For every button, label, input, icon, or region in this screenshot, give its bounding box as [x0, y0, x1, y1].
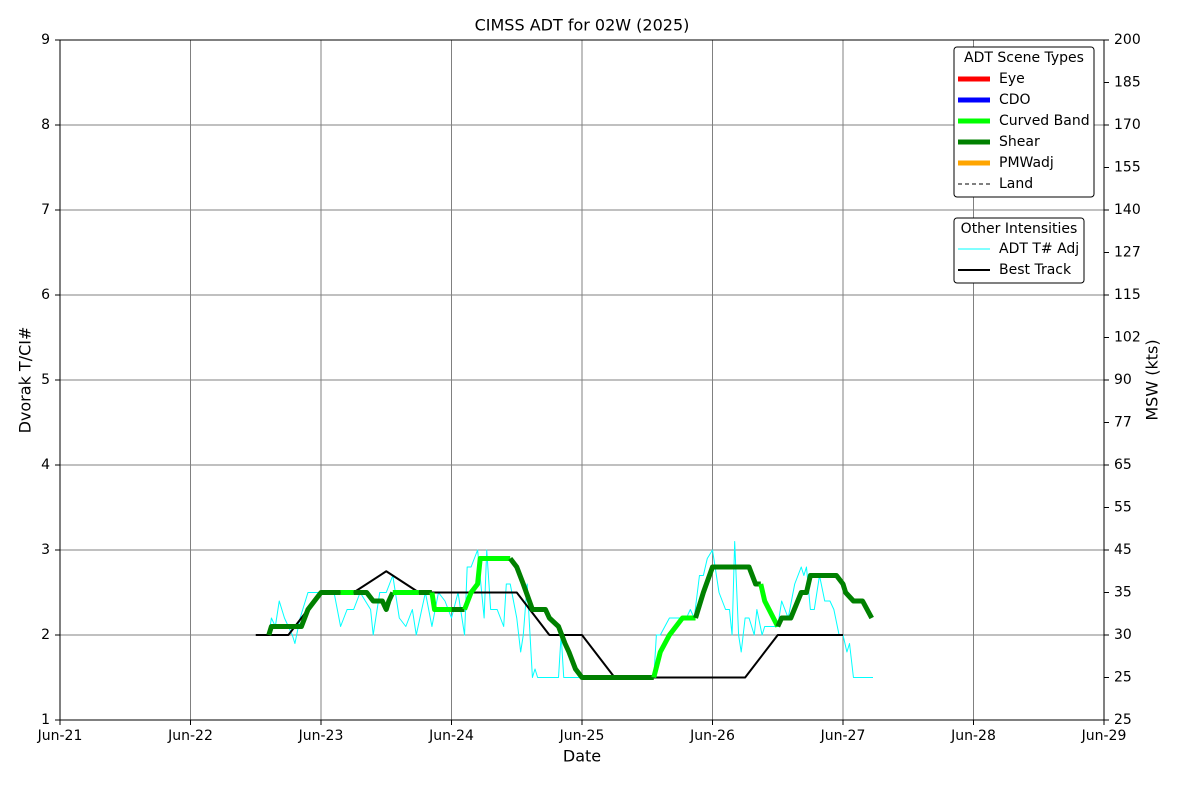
y2-tick-label: 77 [1114, 415, 1132, 431]
ci-line [758, 583, 780, 628]
x-tick-label: Jun-28 [950, 728, 996, 744]
ci-line [429, 592, 452, 612]
y2-tick-label: 45 [1114, 542, 1132, 558]
y2-tick-label: 30 [1114, 627, 1132, 643]
x-tick-label: Jun-24 [428, 728, 474, 744]
x-tick-label: Jun-25 [559, 728, 605, 744]
legend-label: CDO [999, 92, 1031, 108]
y2-tick-label: 127 [1114, 245, 1141, 261]
y2-tick-label: 155 [1114, 160, 1141, 176]
legend-label: Best Track [999, 262, 1072, 278]
y2-tick-label: 25 [1114, 712, 1132, 728]
axes: Jun-21 Jun-22 Jun-23 Jun-24 Jun-25 Jun-26 Jun-… [37, 32, 1141, 744]
y-tick-label: 7 [41, 202, 50, 218]
y-tick-label: 5 [41, 372, 50, 388]
x-tick-label: Jun-26 [689, 728, 735, 744]
ci-line [651, 615, 696, 679]
x-tick-label: Jun-23 [298, 728, 344, 744]
legend-box [953, 217, 1085, 284]
y2-axis-label: MSW (kts) [1143, 339, 1162, 420]
y2-tick-label: 170 [1114, 117, 1141, 133]
y2-tick-label: 102 [1114, 330, 1141, 346]
y-tick-label: 9 [41, 32, 50, 48]
ci-line [508, 556, 654, 680]
x-axis-label: Date [563, 747, 601, 766]
legend-title: Other Intensities [961, 221, 1078, 237]
legend-label: Curved Band [999, 113, 1090, 129]
y2-tick-label: 90 [1114, 372, 1132, 388]
ci-line [775, 573, 874, 628]
chart-title: CIMSS ADT for 02W (2025) [475, 16, 690, 35]
y-tick-label: 8 [41, 117, 50, 133]
ci-line [266, 590, 341, 636]
ci-line [462, 556, 511, 611]
y2-tick-label: 200 [1114, 32, 1141, 48]
y2-tick-label: 140 [1114, 202, 1141, 218]
plot-lines [255, 541, 874, 680]
x-tick-label: Jun-27 [820, 728, 866, 744]
y-tick-label: 6 [41, 287, 50, 303]
series-line [268, 541, 874, 678]
x-tick-label: Jun-22 [167, 728, 213, 744]
y-tick-label: 2 [41, 627, 50, 643]
x-tick-label: Jun-29 [1081, 728, 1127, 744]
legend-box [953, 46, 1095, 198]
y2-tick-label: 115 [1114, 287, 1141, 303]
legend-label: Shear [999, 134, 1040, 150]
y2-tick-label: 25 [1114, 670, 1132, 686]
legend-label: PMWadj [999, 155, 1054, 171]
x-tick-label: Jun-21 [37, 728, 83, 744]
y2-tick-label: 55 [1114, 500, 1132, 516]
y-tick-label: 3 [41, 542, 50, 558]
legend-title: ADT Scene Types [964, 50, 1084, 66]
legend-label: ADT T# Adj [999, 241, 1079, 257]
legend-label: Land [999, 176, 1033, 192]
ci-line [353, 590, 396, 612]
legend: ADT Scene Types Other Intensities Eye CDO… [953, 46, 1095, 284]
y-axis-label: Dvorak T/CI# [16, 327, 35, 434]
legend-label: Eye [999, 71, 1025, 87]
y2-tick-label: 35 [1114, 585, 1132, 601]
y-tick-label: 4 [41, 457, 50, 473]
ci-line [693, 564, 761, 619]
y2-tick-label: 185 [1114, 75, 1141, 91]
y-tick-label: 1 [41, 712, 50, 728]
y2-tick-label: 65 [1114, 457, 1132, 473]
